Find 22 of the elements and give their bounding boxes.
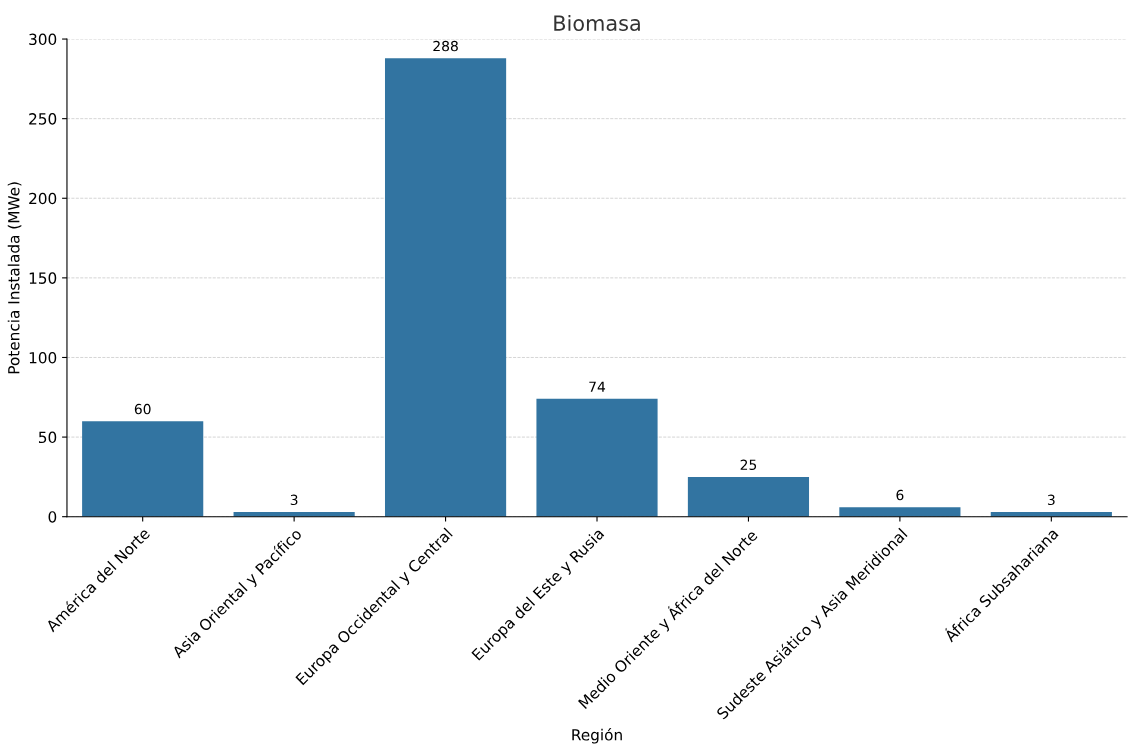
bar	[536, 398, 658, 517]
chart-title: Biomasa	[554, 14, 640, 32]
data-label: 25	[740, 459, 757, 471]
data-label: 74	[589, 381, 606, 392]
y-tick-label: 300	[29, 33, 57, 46]
y-tick-label: 200	[29, 192, 57, 205]
y-tick-label: 250	[29, 113, 57, 125]
data-label: 3	[1047, 494, 1055, 506]
x-axis-title: Región	[572, 728, 622, 744]
bar	[687, 476, 810, 517]
data-label: 288	[433, 40, 458, 52]
y-axis-title: Potencia Instalada (MWe)	[7, 182, 22, 374]
bar	[82, 421, 204, 517]
data-label: 60	[134, 403, 151, 415]
y-tick-label: 50	[38, 431, 57, 444]
bar	[839, 507, 961, 517]
y-tick-label: 100	[29, 351, 57, 364]
bar	[384, 58, 507, 517]
y-tick-label: 0	[48, 511, 57, 523]
y-tick-label: 150	[29, 272, 57, 284]
data-label: 6	[896, 489, 904, 501]
data-label: 3	[290, 494, 298, 506]
